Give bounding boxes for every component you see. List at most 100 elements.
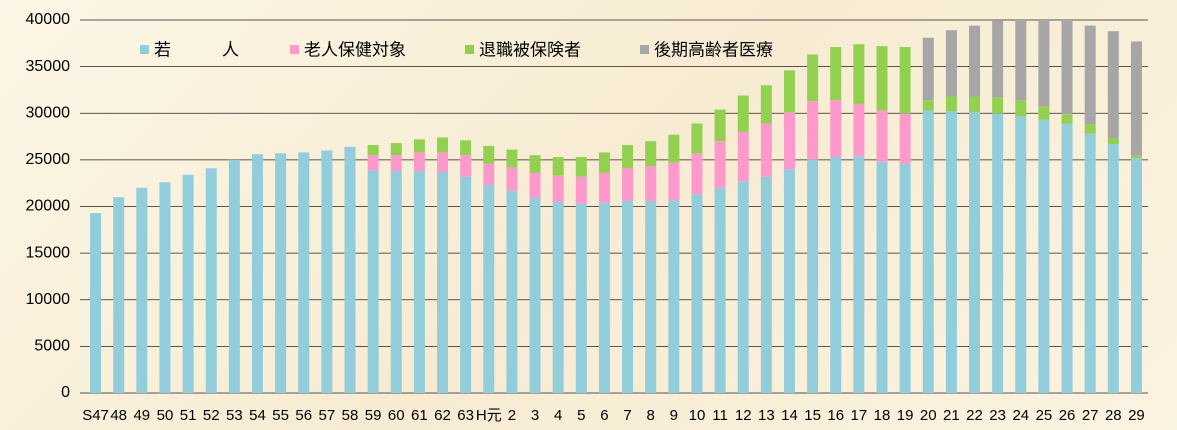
x-tick-label: H元 <box>476 407 502 424</box>
bar-segment <box>298 152 310 393</box>
x-tick-label: 50 <box>157 407 174 424</box>
x-tick-label: 5 <box>577 407 585 424</box>
bar-segment <box>737 95 749 132</box>
bar-segment <box>575 176 587 204</box>
bar-segment <box>622 168 634 201</box>
legend-swatch <box>465 45 474 54</box>
bar-segment <box>969 96 981 113</box>
bar-segment <box>783 112 795 170</box>
bar-segment <box>90 213 102 393</box>
x-tick-label: 51 <box>180 407 197 424</box>
bar-segment <box>830 100 842 158</box>
bar-segment <box>876 161 888 393</box>
bar-segment <box>159 182 171 393</box>
bar-segment <box>992 20 1004 98</box>
x-tick-label: 63 <box>457 407 474 424</box>
legend-swatch <box>290 45 299 54</box>
bar-segment <box>390 143 402 156</box>
bar-segment <box>275 153 287 393</box>
bar-segment <box>552 201 564 393</box>
bar-segment <box>529 198 541 393</box>
bar-segment <box>437 137 449 153</box>
bar-segment <box>737 181 749 393</box>
x-tick-label: 16 <box>827 407 844 424</box>
bar-segment <box>228 159 240 393</box>
x-tick-label: 55 <box>272 407 289 424</box>
bar-segment <box>691 194 703 393</box>
bar-segment <box>668 134 680 163</box>
bar-segment <box>136 187 148 393</box>
bar-segment <box>1015 100 1027 117</box>
bar-segment <box>1084 133 1096 393</box>
x-tick-label: 17 <box>851 407 868 424</box>
bar-segment <box>853 103 865 157</box>
bar-segment <box>1084 25 1096 125</box>
bar-segment <box>876 110 888 162</box>
y-tick-label: 15000 <box>26 244 71 261</box>
bar-segment <box>367 155 379 171</box>
bar-segment <box>113 197 125 393</box>
x-tick-label: 14 <box>781 407 798 424</box>
x-tick-label: 11 <box>712 407 728 424</box>
bar-segment <box>483 163 495 186</box>
bar-segment <box>413 139 425 153</box>
bar-segment <box>1015 20 1027 101</box>
x-tick-label: S47 <box>82 407 109 424</box>
bar-segment <box>992 97 1004 114</box>
x-tick-label: 28 <box>1105 407 1122 424</box>
bar-segment <box>1038 106 1050 120</box>
bar-segment <box>922 100 934 111</box>
x-tick-label: 18 <box>874 407 891 424</box>
bar-segment <box>1130 155 1142 159</box>
bar-segment <box>1038 119 1050 393</box>
bar-segment <box>945 111 957 393</box>
x-tick-label: 62 <box>434 407 451 424</box>
bar-segment <box>714 187 726 393</box>
legend-swatch <box>640 45 649 54</box>
x-tick-label: 61 <box>411 407 428 424</box>
x-tick-label: 54 <box>249 407 266 424</box>
bar-segment <box>645 141 657 167</box>
legend-label: 若 人 <box>154 40 239 59</box>
x-tick-label: 4 <box>554 407 562 424</box>
x-tick-label: 21 <box>943 407 960 424</box>
x-tick-label: 53 <box>226 407 243 424</box>
x-tick-label: 27 <box>1082 407 1099 424</box>
legend-label: 退職被保険者 <box>479 40 581 59</box>
x-tick-label: 57 <box>319 407 336 424</box>
x-tick-label: 15 <box>804 407 821 424</box>
bar-segment <box>483 185 495 393</box>
bar-segment <box>1107 31 1119 139</box>
bar-segment <box>598 172 610 203</box>
bar-segment <box>483 145 495 164</box>
bar-segment <box>205 168 217 393</box>
bar-segment <box>1084 124 1096 134</box>
bar-segment <box>1015 116 1027 394</box>
bar-segment <box>598 202 610 393</box>
x-tick-label: 7 <box>623 407 631 424</box>
bar-segment <box>783 169 795 393</box>
bar-segment <box>645 200 657 393</box>
bar-segment <box>714 141 726 188</box>
y-tick-label: 5000 <box>34 338 70 355</box>
y-tick-label: 0 <box>61 384 70 401</box>
x-tick-label: 6 <box>600 407 608 424</box>
bar-segment <box>552 175 564 202</box>
bar-segment <box>367 144 379 156</box>
bar-segment <box>575 157 587 177</box>
bar-segment <box>969 25 981 97</box>
bar-segment <box>552 157 564 176</box>
x-tick-label: 59 <box>365 407 382 424</box>
bar-segment <box>460 176 472 393</box>
x-tick-label: 12 <box>735 407 752 424</box>
bar-segment <box>899 163 911 393</box>
bar-segment <box>922 37 934 101</box>
bar-segment <box>182 174 194 393</box>
x-tick-label: 19 <box>897 407 914 424</box>
x-tick-label: 56 <box>295 407 312 424</box>
y-tick-label: 30000 <box>26 104 71 121</box>
bar-segment <box>945 30 957 97</box>
bar-segment <box>645 166 657 201</box>
x-tick-label: 58 <box>342 407 359 424</box>
bar-segment <box>529 172 541 199</box>
